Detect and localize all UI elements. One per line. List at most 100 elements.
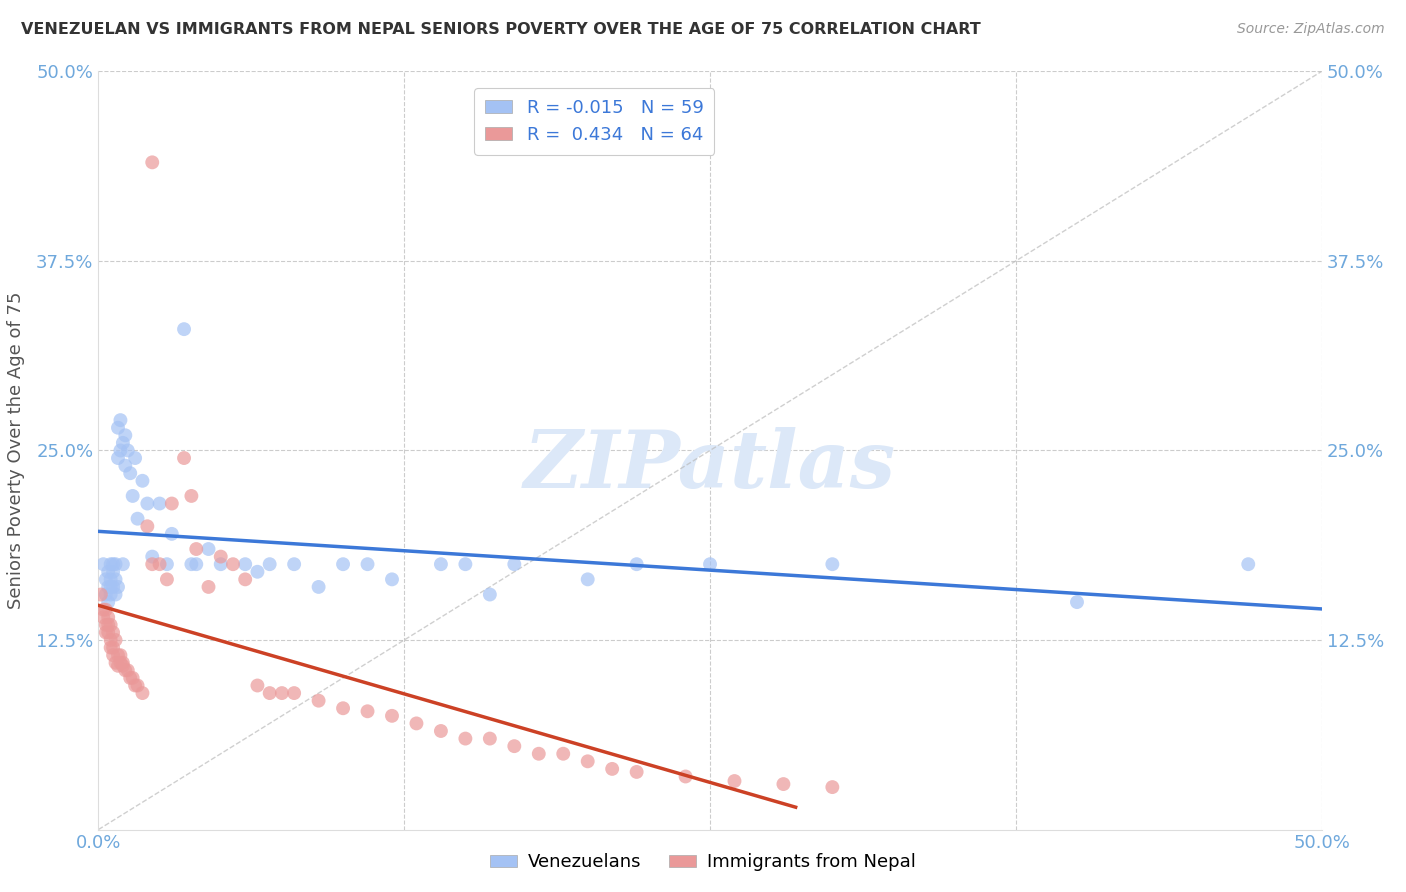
Point (308, 694, 330, 708)
Point (1066, 595, 1088, 609)
Point (111, 436, 134, 450)
Point (94, 617, 117, 632)
Point (430, 724, 453, 739)
Point (576, 755, 599, 769)
Point (141, 155, 163, 169)
Point (553, 747, 575, 761)
Point (117, 443, 139, 458)
Point (124, 678, 146, 692)
Point (821, 557, 844, 572)
Point (675, 769, 697, 784)
Point (430, 557, 453, 572)
Point (233, 557, 256, 572)
Point (117, 664, 139, 678)
Point (97, 610, 120, 624)
Point (101, 557, 124, 572)
Point (107, 658, 129, 673)
Point (121, 671, 143, 685)
Point (149, 557, 172, 572)
Point (110, 656, 132, 670)
Point (136, 519, 159, 533)
Point (173, 322, 195, 336)
Point (104, 557, 127, 572)
Point (1237, 557, 1260, 572)
Point (111, 557, 134, 572)
Point (478, 731, 501, 746)
Point (121, 489, 143, 503)
Point (94, 573, 117, 587)
Point (527, 747, 550, 761)
Point (94, 625, 117, 640)
Point (110, 443, 132, 458)
Point (141, 549, 163, 564)
Point (381, 573, 404, 587)
Point (197, 580, 219, 594)
Point (131, 474, 153, 488)
Point (454, 731, 477, 746)
Point (97, 625, 120, 640)
Point (90, 588, 112, 602)
Point (100, 588, 122, 602)
Point (131, 686, 153, 700)
Point (503, 739, 526, 753)
Point (503, 557, 526, 572)
Point (107, 648, 129, 662)
Point (114, 664, 136, 678)
Point (209, 557, 232, 572)
Point (107, 580, 129, 594)
Point (114, 428, 136, 442)
Text: ZIPatlas: ZIPatlas (524, 427, 896, 504)
Point (356, 704, 378, 718)
Point (381, 708, 404, 723)
Point (127, 678, 149, 692)
Point (772, 777, 794, 791)
Point (141, 557, 163, 572)
Point (246, 678, 269, 692)
Point (94, 588, 117, 602)
Point (283, 557, 305, 572)
Point (156, 557, 179, 572)
Point (454, 557, 477, 572)
Point (101, 565, 124, 579)
Point (120, 671, 142, 685)
Point (197, 542, 219, 557)
Point (104, 588, 127, 602)
Legend: R = -0.015   N = 59, R =  0.434   N = 64: R = -0.015 N = 59, R = 0.434 N = 64 (474, 88, 714, 154)
Point (107, 451, 129, 466)
Point (91, 610, 114, 624)
Point (600, 762, 623, 776)
Point (180, 557, 202, 572)
Point (356, 557, 378, 572)
Point (160, 526, 183, 541)
Point (97, 617, 120, 632)
Point (405, 716, 427, 731)
Point (246, 565, 269, 579)
Point (160, 496, 183, 510)
Point (173, 451, 195, 466)
Point (156, 573, 179, 587)
Point (101, 625, 124, 640)
Point (114, 458, 136, 473)
Point (104, 656, 127, 670)
Point (100, 580, 122, 594)
Point (259, 686, 281, 700)
Point (91, 603, 114, 617)
Point (127, 512, 149, 526)
Point (186, 557, 208, 572)
Point (100, 573, 122, 587)
Legend: Venezuelans, Immigrants from Nepal: Venezuelans, Immigrants from Nepal (484, 847, 922, 879)
Point (101, 580, 124, 594)
Point (626, 764, 648, 779)
Text: Source: ZipAtlas.com: Source: ZipAtlas.com (1237, 22, 1385, 37)
Point (136, 496, 159, 510)
Point (332, 701, 354, 715)
Point (222, 557, 245, 572)
Point (308, 580, 330, 594)
Point (97, 565, 120, 579)
Point (110, 413, 132, 427)
Point (91, 557, 114, 572)
Point (699, 557, 721, 572)
Point (100, 640, 122, 655)
Point (821, 780, 844, 794)
Point (180, 489, 202, 503)
